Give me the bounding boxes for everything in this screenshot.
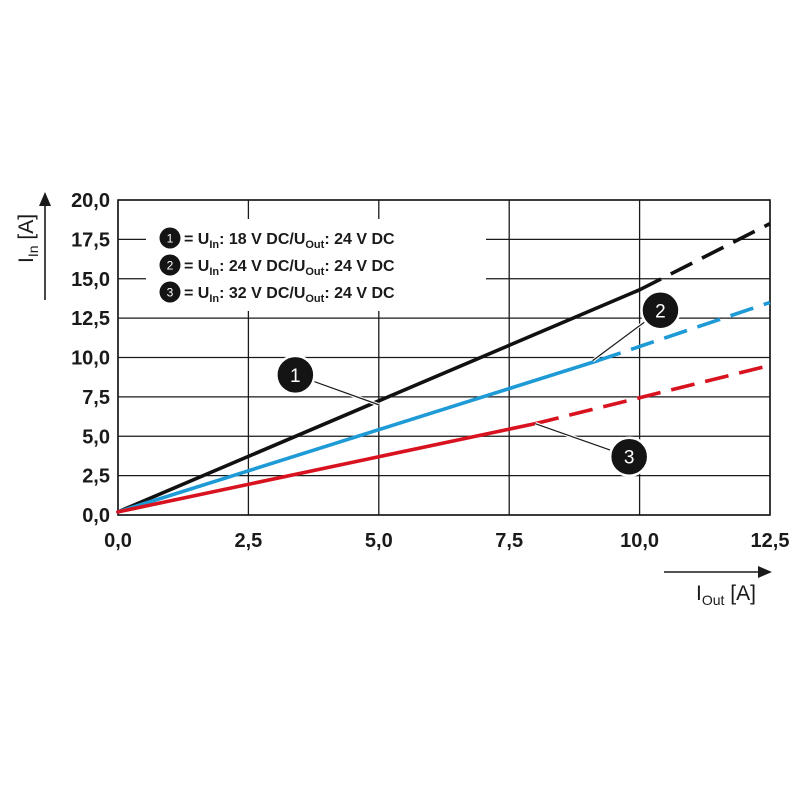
legend-text-part: : 18 V DC/U bbox=[219, 231, 305, 248]
y-tick-label-2: 5,0 bbox=[82, 426, 110, 448]
legend-marker-1-label: 1 bbox=[167, 232, 174, 246]
series-1-dashed-line bbox=[638, 221, 771, 292]
series-3-dashed-line bbox=[534, 363, 771, 426]
callout-3-leader bbox=[535, 423, 612, 451]
y-tick-label-1: 2,5 bbox=[82, 466, 110, 488]
legend-entry-1: = UIn: 18 V DC/UOut: 24 V DC bbox=[184, 231, 395, 251]
legend-text-part: = U bbox=[184, 285, 209, 302]
x-axis-title-sub: Out bbox=[702, 592, 725, 608]
x-axis-title-main: I bbox=[696, 582, 702, 605]
y-tick-label-6: 15,0 bbox=[71, 269, 110, 291]
legend-entry-3: = UIn: 32 V DC/UOut: 24 V DC bbox=[184, 285, 395, 305]
legend-box bbox=[146, 219, 486, 311]
x-axis-arrow-head bbox=[758, 566, 772, 578]
x-tick-label-1: 2,5 bbox=[234, 530, 262, 552]
legend-marker-3-label: 3 bbox=[167, 286, 174, 300]
x-tick-label-3: 7,5 bbox=[495, 530, 523, 552]
legend-text-part: = U bbox=[184, 231, 209, 248]
legend-subscript: Out bbox=[305, 293, 324, 305]
callout-3-label: 3 bbox=[624, 448, 635, 469]
x-tick-label-5: 12,5 bbox=[751, 530, 790, 552]
tick-labels: 0,0 2,5 5,0 7,5 10,0 12,5 0,0 2,5 5,0 7,5 10,0 12,5… bbox=[71, 190, 789, 552]
legend-marker-2 bbox=[159, 254, 181, 276]
y-axis-title: IIn [A] bbox=[15, 214, 41, 263]
y-tick-label-4: 10,0 bbox=[71, 348, 110, 370]
axis-titles: IOut [A]IIn [A] bbox=[15, 192, 772, 608]
x-tick-label-2: 5,0 bbox=[365, 530, 393, 552]
legend-text-part: : 24 V DC bbox=[324, 231, 395, 248]
series-3-solid-line bbox=[116, 421, 538, 514]
legend-marker-1 bbox=[159, 227, 181, 249]
x-axis-title: IOut [A] bbox=[696, 582, 756, 608]
legend-subscript: Out bbox=[305, 266, 324, 278]
callout-2-circle bbox=[640, 290, 681, 331]
y-tick-label-3: 7,5 bbox=[82, 387, 110, 409]
y-axis-title-unit: [A] bbox=[15, 214, 38, 246]
legend-subscript: In bbox=[209, 293, 219, 305]
callout-1-leader bbox=[313, 380, 380, 406]
legend-text-part: : 24 V DC/U bbox=[219, 258, 305, 275]
y-axis-title-sub: In bbox=[25, 245, 41, 257]
legend-subscript: In bbox=[209, 239, 219, 251]
legend-subscript: Out bbox=[305, 239, 324, 251]
callout-1-circle bbox=[275, 354, 316, 396]
legend-entry-2: = UIn: 24 V DC/UOut: 24 V DC bbox=[184, 258, 395, 278]
callouts: 1 2 3 bbox=[275, 290, 681, 477]
legend-text-part: : 24 V DC bbox=[324, 285, 395, 302]
legend-subscript: In bbox=[209, 266, 219, 278]
series-2-solid-line bbox=[116, 358, 600, 514]
x-axis-title-unit: [A] bbox=[724, 582, 756, 605]
callout-1-label: 1 bbox=[290, 366, 301, 387]
legend-text-part: : 24 V DC bbox=[324, 258, 395, 275]
y-tick-label-0: 0,0 bbox=[82, 505, 110, 527]
y-tick-label-8: 20,0 bbox=[71, 190, 110, 212]
legend-text-part: : 32 V DC/U bbox=[219, 285, 305, 302]
callout-3-circle bbox=[608, 436, 650, 477]
legend-marker-2-label: 2 bbox=[167, 259, 174, 273]
x-tick-label-4: 10,0 bbox=[620, 530, 659, 552]
legend: 1 = UIn: 18 V DC/UOut: 24 V DC2 = UIn: 2… bbox=[146, 219, 486, 311]
series-lines bbox=[116, 221, 771, 514]
y-axis-title-main: I bbox=[15, 257, 38, 263]
y-axis-arrow-head bbox=[39, 192, 51, 206]
y-tick-label-5: 12,5 bbox=[71, 308, 110, 330]
legend-marker-3 bbox=[159, 281, 181, 303]
series-2-dashed-line bbox=[597, 300, 771, 363]
plot-frame bbox=[117, 199, 771, 516]
legend-text-part: = U bbox=[184, 258, 209, 275]
callout-2-label: 2 bbox=[655, 301, 666, 322]
callout-2-leader bbox=[592, 321, 646, 362]
series-1-solid-line bbox=[116, 287, 642, 514]
x-tick-label-0: 0,0 bbox=[104, 530, 132, 552]
y-tick-label-7: 17,5 bbox=[71, 229, 110, 251]
